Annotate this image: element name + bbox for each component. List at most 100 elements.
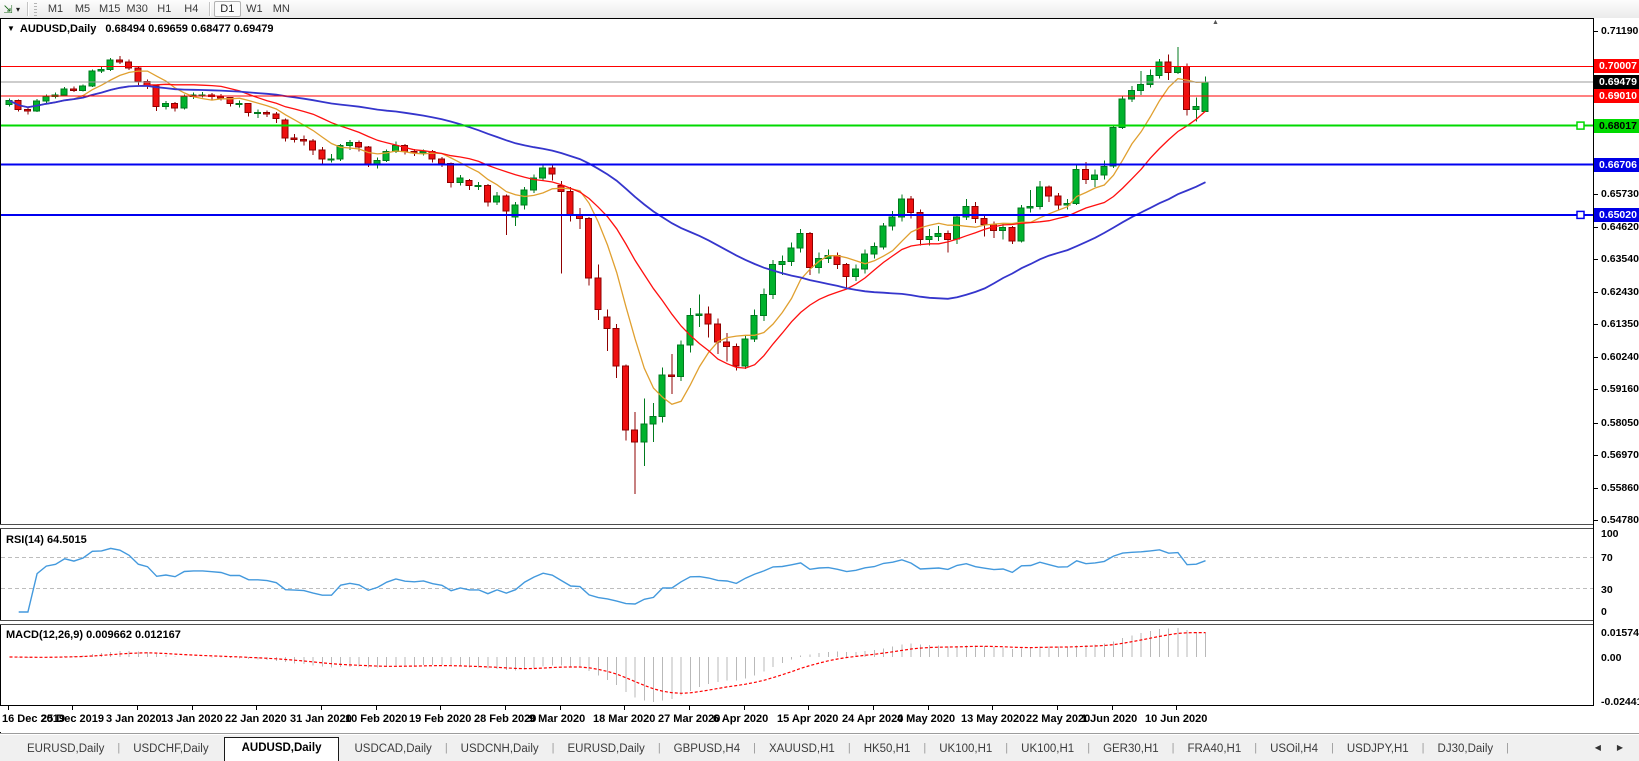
ma-red-line[interactable] <box>9 83 1206 369</box>
date-tick-mark <box>376 706 377 710</box>
rsi-panel-canvas[interactable] <box>1 530 1593 620</box>
candlesticks[interactable] <box>5 47 1209 495</box>
price-axis[interactable]: 100 70 30 0 0.015741 0.00 -0.024417 0.71… <box>1593 18 1639 708</box>
macd-histogram[interactable] <box>10 628 1206 703</box>
tab-gbpusd-h4[interactable]: GBPUSD,H4 <box>673 743 741 755</box>
price-chart-canvas[interactable] <box>1 19 1593 524</box>
date-tick-mark <box>1176 706 1177 710</box>
ma-gold-line[interactable] <box>9 70 1206 406</box>
tab-separator: | <box>551 742 555 754</box>
tab-separator: | <box>1005 742 1009 754</box>
price-tick-mark <box>1594 389 1598 390</box>
tab-separator: | <box>1254 742 1258 754</box>
timeframe-button-h4[interactable]: H4 <box>184 3 199 15</box>
panel-splitter-rsi[interactable] <box>0 524 1594 529</box>
tab-xauusd-h1[interactable]: XAUUSD,H1 <box>769 743 835 755</box>
chart-window-border-top <box>0 18 1639 19</box>
chart-tool-icon[interactable]: ⇲ <box>3 3 13 16</box>
tab-ger30-h1[interactable]: GER30,H1 <box>1103 743 1159 755</box>
date-tick-mark <box>256 706 257 710</box>
timeframe-button-m30[interactable]: M30 <box>126 3 148 15</box>
tab-usoil-h4[interactable]: USOil,H4 <box>1270 743 1319 755</box>
rsi-axis-30: 30 <box>1601 584 1613 596</box>
timeframe-button-h1[interactable]: H1 <box>157 3 172 15</box>
tab-dj30-daily[interactable]: DJ30,Daily <box>1437 743 1494 755</box>
date-tick-mark <box>1112 706 1113 710</box>
price-tick-label: 0.55860 <box>1601 482 1639 494</box>
ma-blue-line[interactable] <box>9 85 1206 300</box>
timeframe-button-d1[interactable]: D1 <box>213 1 241 17</box>
tab-audusd-daily-active[interactable]: AUDUSD,Daily <box>223 737 340 761</box>
hline-handle-0.65020[interactable] <box>1576 210 1585 220</box>
rsi-label: RSI(14) 64.5015 <box>6 534 87 546</box>
time-axis-border <box>0 705 1593 706</box>
rsi-axis-100: 100 <box>1601 528 1619 540</box>
macd-signal-line[interactable] <box>9 631 1206 694</box>
price-tick-label: 0.64620 <box>1601 221 1639 233</box>
price-tick-label: 0.56970 <box>1601 449 1639 461</box>
date-tick-mark <box>72 706 73 710</box>
price-tick-label: 0.62430 <box>1601 286 1639 298</box>
date-tick-label: 25 Dec 2019 <box>41 713 104 725</box>
date-tick-label: 15 Apr 2020 <box>777 713 839 725</box>
date-tick-label: 28 Feb 2020 <box>474 713 537 725</box>
price-tick-mark <box>1594 292 1598 293</box>
tab-scroll-left-icon[interactable]: ◀ <box>1594 743 1601 752</box>
date-tick-mark <box>137 706 138 710</box>
date-tick-mark <box>873 706 874 710</box>
tab-uk100-h1[interactable]: UK100,H1 <box>939 743 993 755</box>
tab-usdchf-daily[interactable]: USDCHF,Daily <box>133 743 209 755</box>
tab-usdjpy-h1[interactable]: USDJPY,H1 <box>1346 743 1409 755</box>
tab-separator: | <box>1331 742 1334 754</box>
macd-panel-canvas[interactable] <box>1 626 1593 705</box>
date-tick-label: 13 May 2020 <box>961 713 1026 725</box>
timeframe-button-w1[interactable]: W1 <box>246 3 263 15</box>
chart-shift-marker-icon[interactable]: ▲ <box>1212 19 1219 26</box>
timeframe-button-m5[interactable]: M5 <box>74 3 91 15</box>
tab-separator: | <box>117 742 121 754</box>
date-tick-label: 13 Jan 2020 <box>161 713 223 725</box>
price-tick-mark <box>1594 520 1598 521</box>
rsi-line[interactable] <box>18 547 1206 613</box>
price-tick-label: 0.54780 <box>1601 514 1639 526</box>
panel-splitter-macd[interactable] <box>0 620 1594 625</box>
chevron-down-icon[interactable]: ▾ <box>16 4 21 14</box>
tab-eurusd-daily[interactable]: EURUSD,Daily <box>567 743 645 755</box>
tab-separator: | <box>847 742 851 754</box>
price-tick-label: 0.58050 <box>1601 417 1639 429</box>
hline-handle-0.68017[interactable] <box>1576 121 1585 130</box>
chart-title[interactable]: ▼ AUDUSD,Daily 0.68494 0.69659 0.68477 0.6… <box>7 23 274 35</box>
tab-separator: | <box>657 742 661 754</box>
date-tick-label: 4 May 2020 <box>897 713 956 725</box>
tab-uk100-h1[interactable]: UK100,H1 <box>1021 743 1075 755</box>
date-tick-label: 9 Mar 2020 <box>529 713 586 725</box>
level-price-badge: 0.68017 <box>1594 119 1639 133</box>
timeframe-button-mn[interactable]: MN <box>272 3 290 15</box>
timeframe-button-m15[interactable]: M15 <box>99 3 121 15</box>
time-axis[interactable]: 16 Dec 2019 25 Dec 2019 3 Jan 2020 13 Jan 2… <box>0 706 1593 732</box>
timeframe-button-m1[interactable]: M1 <box>47 3 64 15</box>
tab-hk50-h1[interactable]: HK50,H1 <box>863 743 911 755</box>
date-tick-label: 22 Jan 2020 <box>225 713 287 725</box>
toolbar-grip-handle[interactable] <box>34 2 38 16</box>
level-price-badge: 0.69010 <box>1594 89 1639 103</box>
tab-usdcnh-daily[interactable]: USDCNH,Daily <box>460 743 539 755</box>
date-tick-mark <box>192 706 193 710</box>
level-price-badge: 0.65020 <box>1594 208 1639 222</box>
date-tick-mark <box>321 706 322 710</box>
tab-scroll-right-icon[interactable]: ▶ <box>1616 743 1623 752</box>
date-tick-mark <box>440 706 441 710</box>
timeframe-toolbar: ⇲ ▾ M1 M5 M15 M30 H1 H4 D1 W1 MN <box>0 0 1639 18</box>
price-tick-mark <box>1594 194 1598 195</box>
tab-fra40-h1[interactable]: FRA40,H1 <box>1187 743 1242 755</box>
date-tick-label: 10 Feb 2020 <box>345 713 408 725</box>
date-tick-label: 31 Jan 2020 <box>290 713 352 725</box>
tab-usdcad-daily[interactable]: USDCAD,Daily <box>354 743 432 755</box>
tab-separator: | <box>923 742 927 754</box>
price-tick-label: 0.60240 <box>1601 351 1639 363</box>
rsi-axis-0: 0 <box>1601 606 1607 618</box>
toolbar-separator <box>208 2 210 16</box>
tab-eurusd-daily[interactable]: EURUSD,Daily <box>27 743 105 755</box>
price-tick-label: 0.63540 <box>1601 253 1639 265</box>
